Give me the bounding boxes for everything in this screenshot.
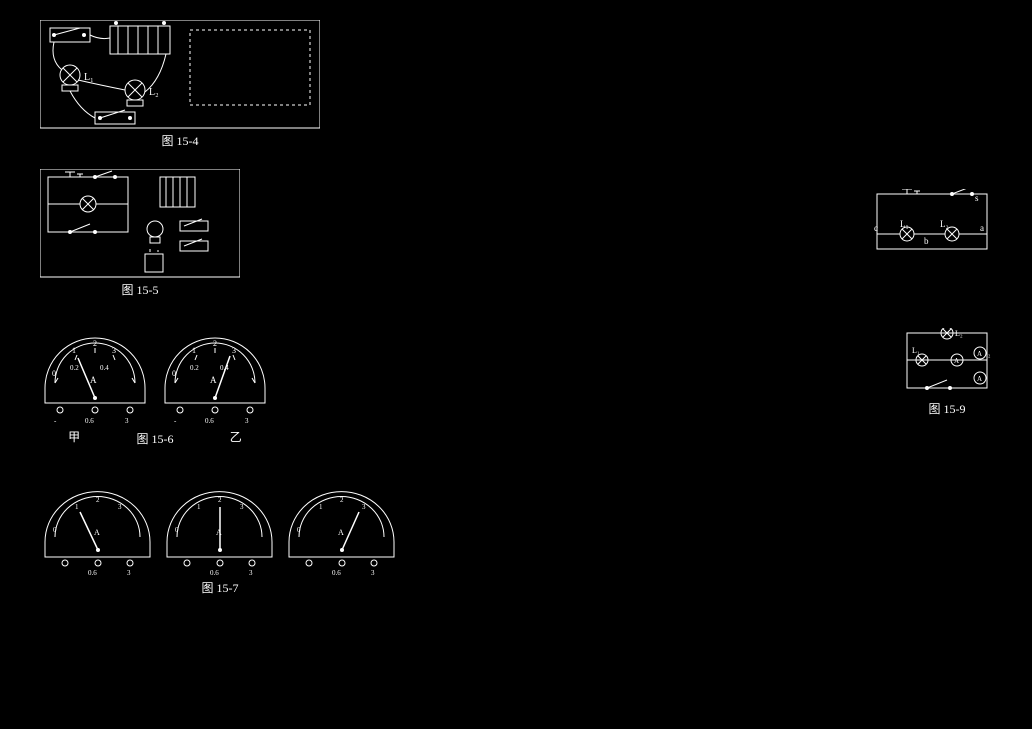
figure-15-9: L₂ A ₂ L₁ A A 图 15-9 bbox=[902, 328, 992, 417]
svg-text:3: 3 bbox=[240, 503, 244, 511]
svg-text:A: A bbox=[216, 528, 222, 537]
label-b: b bbox=[924, 236, 929, 246]
figure-15-6: 0 1 2 3 0.2 0.4 A - 0.6 3 bbox=[40, 328, 270, 447]
unit-A-2: A bbox=[210, 375, 217, 385]
label-L2-9: L₂ bbox=[955, 329, 963, 338]
svg-text:3: 3 bbox=[112, 346, 116, 355]
svg-text:-: - bbox=[54, 417, 57, 425]
svg-text:3: 3 bbox=[125, 417, 129, 425]
svg-text:0.6: 0.6 bbox=[85, 417, 94, 425]
svg-text:2: 2 bbox=[93, 339, 97, 348]
svg-text:3: 3 bbox=[362, 503, 366, 511]
fig-15-9-svg: L₂ A ₂ L₁ A A bbox=[902, 328, 992, 398]
svg-text:2: 2 bbox=[218, 496, 222, 504]
figure-right-circuit: s c L₁ b L₂ a bbox=[872, 189, 992, 259]
svg-text:0: 0 bbox=[52, 369, 56, 378]
label-s: s bbox=[975, 193, 979, 203]
caption-15-9: 图 15-9 bbox=[902, 400, 992, 417]
figure-15-4: L₁ L₂ 图 15-4 bbox=[40, 20, 320, 149]
svg-text:3: 3 bbox=[249, 569, 253, 577]
svg-text:3: 3 bbox=[245, 417, 249, 425]
row-fig-15-7: 0 1 2 3 A 0.6 3 0 1 2 3 A bbox=[40, 487, 992, 596]
svg-text:1: 1 bbox=[72, 346, 76, 355]
svg-text:2: 2 bbox=[96, 496, 100, 504]
svg-text:1: 1 bbox=[192, 346, 196, 355]
sub-left: 甲 bbox=[68, 428, 80, 447]
caption-15-7: 图 15-7 bbox=[40, 579, 400, 596]
svg-text:1: 1 bbox=[75, 503, 79, 511]
svg-text:1: 1 bbox=[197, 503, 201, 511]
svg-text:0.6: 0.6 bbox=[210, 569, 219, 577]
svg-text:3: 3 bbox=[118, 503, 122, 511]
caption-15-6: 图 15-6 bbox=[136, 430, 173, 447]
svg-text:0.2: 0.2 bbox=[70, 364, 79, 372]
svg-text:0.6: 0.6 bbox=[332, 569, 341, 577]
figure-15-5: 图 15-5 bbox=[40, 169, 240, 298]
svg-text:A: A bbox=[954, 357, 959, 365]
fig-15-4-svg: L₁ L₂ bbox=[40, 20, 320, 130]
svg-text:A: A bbox=[94, 528, 100, 537]
label-L2b: L₂ bbox=[940, 219, 949, 229]
label-L1-9: L₁ bbox=[912, 346, 920, 355]
svg-text:0.2: 0.2 bbox=[190, 364, 199, 372]
svg-text:3: 3 bbox=[127, 569, 131, 577]
label-L1b: L₁ bbox=[900, 219, 909, 229]
svg-text:A: A bbox=[977, 375, 982, 383]
right-circuit-svg: s c L₁ b L₂ a bbox=[872, 189, 992, 259]
svg-text:0.6: 0.6 bbox=[205, 417, 214, 425]
svg-text:0.6: 0.6 bbox=[88, 569, 97, 577]
figure-15-7: 0 1 2 3 A 0.6 3 0 1 2 3 A bbox=[40, 487, 400, 596]
label-L2: L₂ bbox=[149, 87, 159, 98]
sub-right: 乙 bbox=[230, 428, 242, 447]
svg-text:0: 0 bbox=[172, 369, 176, 378]
svg-text:A: A bbox=[338, 528, 344, 537]
row-fig-15-5: 图 15-5 s bbox=[40, 169, 992, 298]
fig-15-5-svg bbox=[40, 169, 240, 279]
caption-15-5: 图 15-5 bbox=[40, 281, 240, 298]
svg-text:0: 0 bbox=[175, 526, 179, 534]
svg-text:3: 3 bbox=[232, 346, 236, 355]
fig-15-6-svg: 0 1 2 3 0.2 0.4 A - 0.6 3 bbox=[40, 328, 270, 428]
unit-A-1: A bbox=[90, 375, 97, 385]
label-a: a bbox=[980, 223, 984, 233]
svg-text:A: A bbox=[977, 350, 982, 358]
svg-text:2: 2 bbox=[213, 339, 217, 348]
caption-15-4: 图 15-4 bbox=[40, 132, 320, 149]
svg-text:₂: ₂ bbox=[988, 350, 991, 358]
row-fig-15-4: L₁ L₂ 图 15-4 bbox=[40, 20, 992, 149]
svg-text:0.4: 0.4 bbox=[100, 364, 109, 372]
svg-text:0: 0 bbox=[297, 526, 301, 534]
svg-text:-: - bbox=[174, 417, 177, 425]
svg-text:0: 0 bbox=[53, 526, 57, 534]
row-fig-15-6: 0 1 2 3 0.2 0.4 A - 0.6 3 bbox=[40, 328, 992, 447]
svg-text:1: 1 bbox=[319, 503, 323, 511]
svg-text:3: 3 bbox=[371, 569, 375, 577]
label-c: c bbox=[874, 223, 878, 233]
fig-15-7-svg: 0 1 2 3 A 0.6 3 0 1 2 3 A bbox=[40, 487, 400, 577]
svg-text:2: 2 bbox=[340, 496, 344, 504]
